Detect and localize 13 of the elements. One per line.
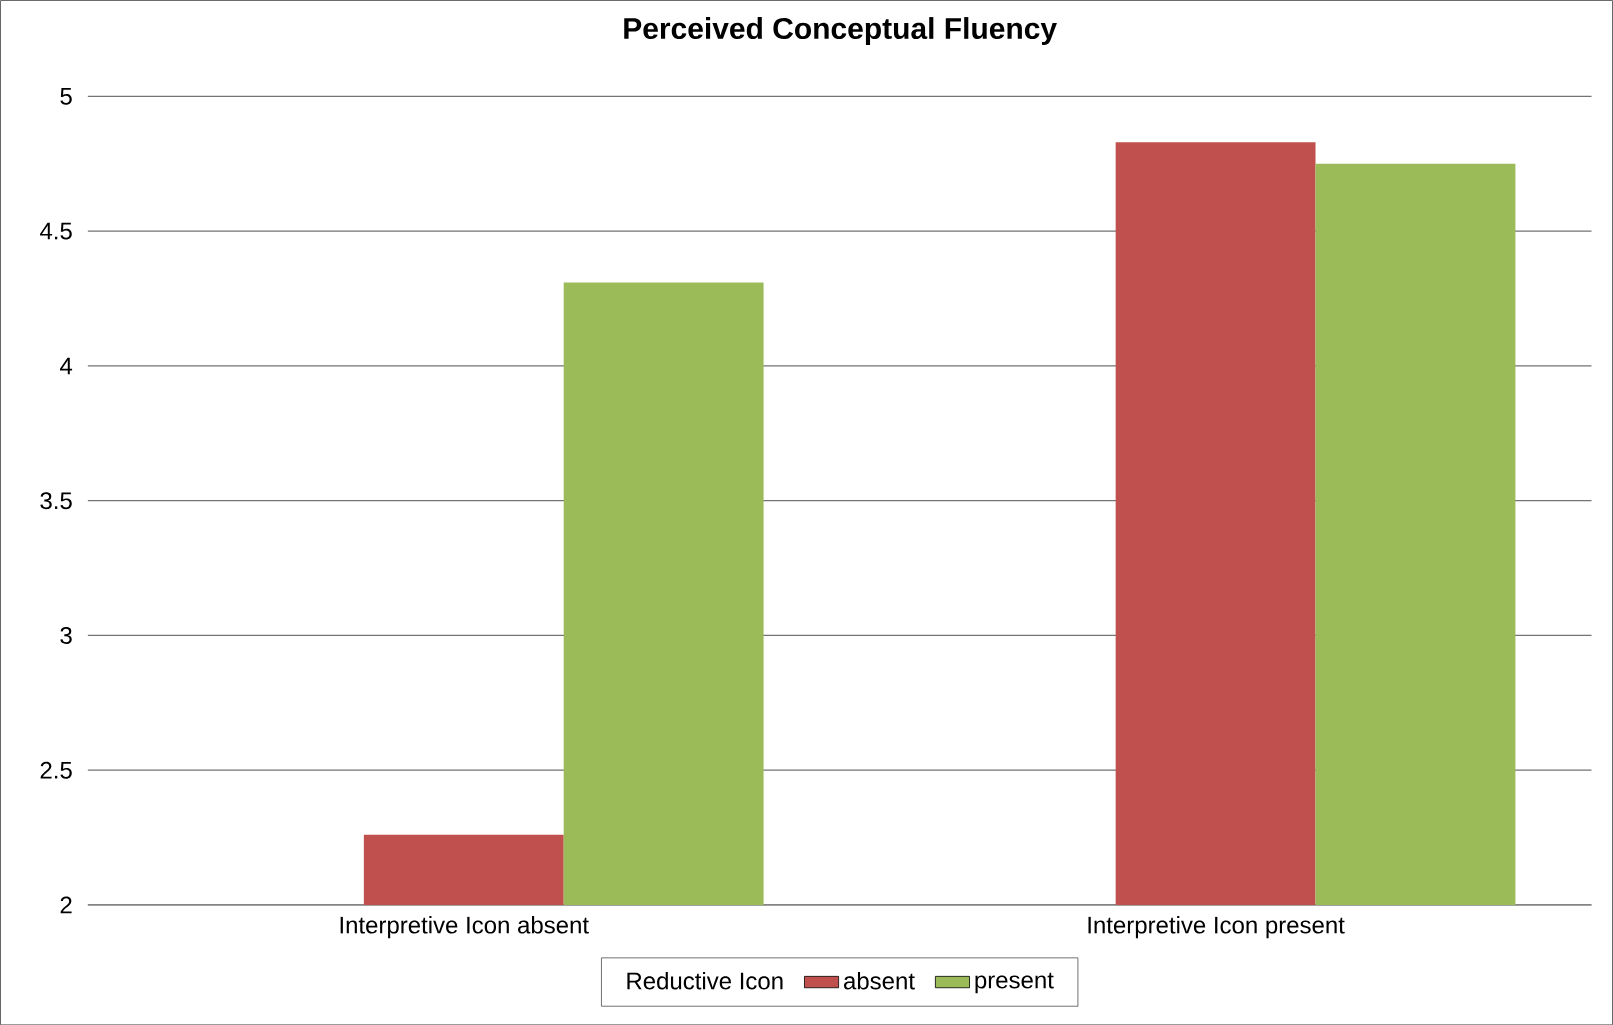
legend-title: Reductive Icon <box>627 971 783 990</box>
y-tick-label: 3.5 <box>40 492 72 509</box>
x-tick-label: Interpretive Icon absent <box>340 915 589 939</box>
y-tick-label: 3 <box>60 626 72 644</box>
y-tick-label: 4 <box>60 357 73 374</box>
legend-label: present <box>975 972 1054 994</box>
y-tick-label: 2 <box>60 896 72 914</box>
y-tick-label: 5 <box>60 87 72 105</box>
y-tick-label: 4.5 <box>40 222 72 240</box>
legend-label: absent <box>844 971 915 990</box>
x-tick-label: Interpretive Icon present <box>1088 915 1345 939</box>
chart-title: Perceived Conceptual Fluency <box>624 16 1057 45</box>
y-tick-label: 2.5 <box>40 761 72 779</box>
